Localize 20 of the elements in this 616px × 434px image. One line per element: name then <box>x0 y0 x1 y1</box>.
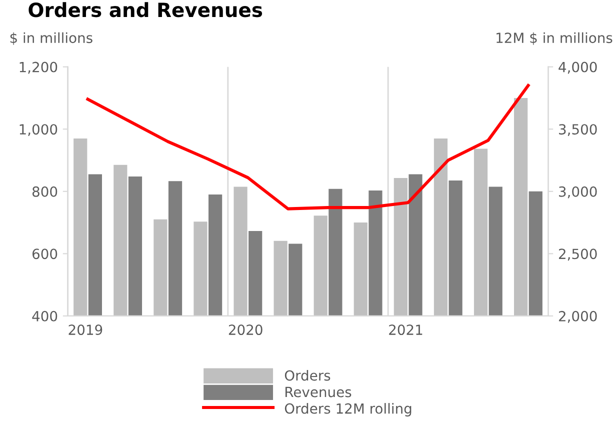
chart-title: Orders and Revenues <box>28 2 262 18</box>
legend-label: Orders <box>284 370 330 381</box>
legend-label: Orders 12M rolling <box>284 403 412 416</box>
y-tick-label: 600 <box>32 248 58 260</box>
y2-tick-label: 2,000 <box>558 310 597 323</box>
y-tick-label: 400 <box>32 310 58 322</box>
y2-tick-label: 2,500 <box>558 248 597 261</box>
line-series <box>86 84 530 210</box>
y2-tick-label: 4,000 <box>558 62 597 74</box>
x-tick-label: 2020 <box>228 324 262 336</box>
y-tick-label: 1,000 <box>20 124 58 136</box>
y2-tick-label: 3,000 <box>559 186 597 198</box>
y-axis-title: $ in millions <box>10 32 92 45</box>
legend-label: Revenues <box>286 386 352 398</box>
x-tick-label: 2019 <box>68 324 102 336</box>
y2-axis-title: 12M $ in millions <box>496 32 612 45</box>
x-tick-label: 2021 <box>389 324 422 336</box>
y-tick-label: 1,200 <box>20 62 58 74</box>
y-tick-label: 800 <box>32 186 58 197</box>
y2-tick-label: 3,500 <box>559 124 597 136</box>
